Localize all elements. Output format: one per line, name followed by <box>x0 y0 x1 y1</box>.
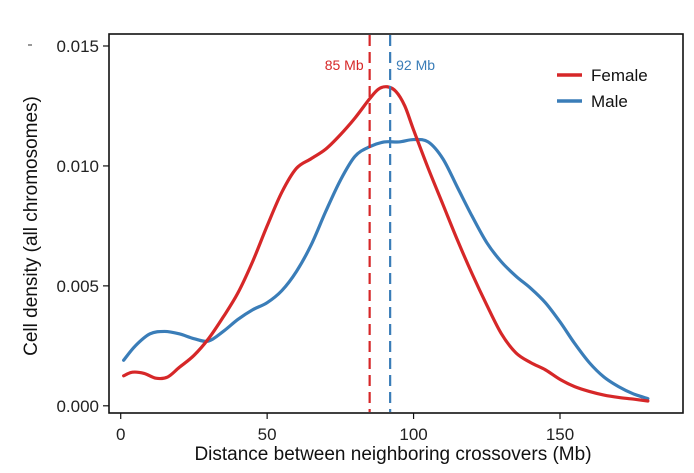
y-tick-label: 0.010 <box>56 157 99 176</box>
series-layer <box>122 85 650 403</box>
series-line-female <box>122 85 650 403</box>
y-tick-label: 0.000 <box>56 397 99 416</box>
series-line-male <box>122 137 650 401</box>
y-tick-label: 0.015 <box>56 37 99 56</box>
x-axis-title: Distance between neighboring crossovers … <box>194 444 591 465</box>
legend-female-label: Female <box>591 66 648 85</box>
legend-male-label: Male <box>591 92 628 111</box>
vline-layer: 85 Mb 92 Mb <box>325 35 435 412</box>
legend: Female Male <box>557 66 648 111</box>
x-axis: 0 50 100 150 <box>116 413 574 444</box>
median-label-female: 85 Mb <box>325 57 364 73</box>
plot-frame <box>108 33 684 414</box>
x-tick-label: 0 <box>116 425 125 444</box>
x-tick-label: 150 <box>546 425 574 444</box>
median-label-male: 92 Mb <box>396 57 435 73</box>
y-axis-title: Cell density (all chromosomes) <box>21 96 42 356</box>
x-tick-label: 100 <box>399 425 427 444</box>
x-tick-label: 50 <box>258 425 277 444</box>
y-axis: 0.000 0.005 0.010 0.015 <box>56 37 109 416</box>
y-tick-label: 0.005 <box>56 277 99 296</box>
